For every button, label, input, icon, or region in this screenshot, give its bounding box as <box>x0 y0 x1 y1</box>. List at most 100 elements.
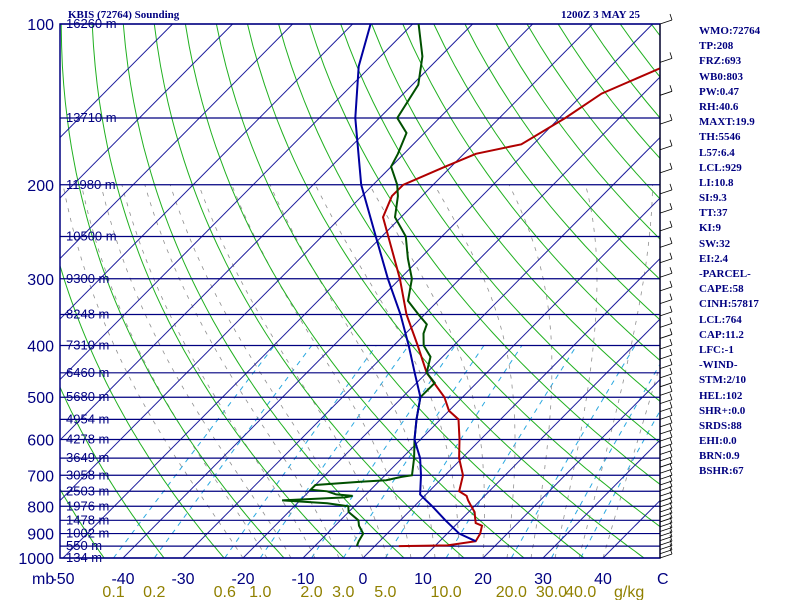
wind-barb-staff <box>659 422 673 428</box>
height-label: 2503 m <box>66 483 109 498</box>
index-item: EHI:0.0 <box>699 435 737 448</box>
wind-barb-flag <box>669 539 673 546</box>
wind-barb-flag <box>669 416 673 423</box>
wind-barb-flag <box>669 516 673 523</box>
sounding-datetime: 1200Z 3 MAY 25 <box>561 9 640 21</box>
index-item: CAP:11.2 <box>699 328 744 341</box>
wind-barb-staff <box>659 436 673 442</box>
index-item: CAPE:58 <box>699 283 744 296</box>
wind-barb-staff <box>659 286 673 292</box>
wind-barb-flag <box>669 183 673 190</box>
height-label: 1002 m <box>66 526 109 541</box>
isotherm-line <box>362 257 660 558</box>
wind-barb-staff <box>659 522 673 528</box>
parcel-curve <box>354 24 477 543</box>
wind-barb-flag <box>669 317 673 324</box>
wind-barb-staff <box>659 486 673 492</box>
wind-barb-staff <box>659 354 673 360</box>
pressure-tick-label: 300 <box>27 272 54 289</box>
wind-barb-staff <box>659 512 673 518</box>
wind-barb-staff <box>659 507 673 513</box>
mixing-ratio-tick-label: 10.0 <box>431 584 462 600</box>
wind-barb <box>659 516 673 528</box>
moist-adiabat-line <box>231 184 412 558</box>
isotherm-line <box>122 24 653 558</box>
moist-adiabat-line <box>434 184 516 558</box>
temperature-tick-label: -30 <box>171 571 194 588</box>
wind-barb-staff <box>659 399 673 405</box>
wind-barb-flag <box>669 162 673 169</box>
wind-barb-flag <box>669 385 673 392</box>
wind-barb-flag <box>669 202 673 210</box>
wind-barb-flag <box>669 280 673 287</box>
height-label: 13710 m <box>66 110 117 125</box>
isotherm-line <box>60 24 533 502</box>
wind-barb-staff <box>659 517 673 523</box>
wind-barb <box>659 376 673 388</box>
temperature-tick-label: 10 <box>414 571 432 588</box>
temperature-tick-label: 0 <box>359 571 368 588</box>
index-item: BSHR:67 <box>699 465 744 478</box>
wind-barb <box>659 317 673 328</box>
pressure-tick-label: 800 <box>27 499 54 516</box>
mixing-ratio-tick-label: 1.0 <box>249 584 271 600</box>
height-label: 4954 m <box>66 411 109 426</box>
index-item: HEL:102 <box>699 389 743 402</box>
isotherm-line <box>60 24 293 260</box>
wind-barb <box>659 237 673 248</box>
wind-barb-staff <box>659 502 673 508</box>
wind-barb-flag <box>669 437 673 445</box>
mixing-ratio-tick-label: 20.0 <box>496 584 527 600</box>
chart-title: KBIS (72764) Sounding <box>68 9 180 21</box>
wind-barb-flag <box>669 305 673 312</box>
wind-barb <box>659 539 673 550</box>
isotherms <box>60 24 660 558</box>
wind-barb-staff <box>659 456 673 462</box>
wind-barb <box>659 547 673 559</box>
isotherm-line <box>60 24 233 199</box>
isotherm-line <box>302 197 660 558</box>
temperature-tick-label: -50 <box>51 571 74 588</box>
index-item: -WIND- <box>699 359 738 372</box>
index-item: SHR+:0.0 <box>699 404 746 417</box>
sounding-curves <box>282 24 660 548</box>
wind-barb-staff <box>659 391 673 396</box>
wind-barb-staff <box>659 208 673 214</box>
dry-adiabat-line <box>776 24 800 558</box>
wind-barb-flag <box>669 338 673 346</box>
height-label: 8248 m <box>66 307 109 322</box>
wind-barb-staff <box>659 553 673 559</box>
wind-barb <box>659 358 673 370</box>
wind-barbs <box>659 13 673 559</box>
wind-barb-staff <box>659 258 673 264</box>
stability-indices-panel: WMO:72764 TP:208 FRZ:693 WB0:803 PW:0.47 RH:4… <box>699 24 760 480</box>
wind-barb <box>659 162 673 174</box>
wind-barb-staff <box>659 168 673 174</box>
plot-background <box>60 24 660 558</box>
wind-barb-staff <box>659 497 673 502</box>
index-item: MAXT:19.9 <box>699 116 755 129</box>
wind-barb-flag <box>669 376 673 383</box>
height-label: 550 m <box>66 538 102 553</box>
wind-barb <box>659 13 673 25</box>
wind-barb-staff <box>659 58 673 63</box>
pressure-tick-label: 200 <box>27 178 54 195</box>
wind-barb-flag <box>669 457 673 464</box>
wind-barb-staff <box>659 462 673 468</box>
wind-barb-staff <box>659 189 673 195</box>
index-item: PW:0.47 <box>699 85 740 98</box>
index-item: LI:10.8 <box>699 176 734 189</box>
wind-barb-staff <box>659 468 673 474</box>
index-item: RH:40.6 <box>699 100 739 113</box>
wind-barb <box>659 526 673 537</box>
height-label: 1976 m <box>66 498 109 513</box>
pressure-tick-label: 500 <box>27 390 54 407</box>
index-item: SRDS:88 <box>699 419 742 432</box>
wind-barb-flag <box>669 52 673 59</box>
wind-barb-flag <box>669 85 673 92</box>
wind-barb-flag <box>669 237 673 244</box>
wind-barb-staff <box>659 527 673 532</box>
index-item: TP:208 <box>699 40 734 53</box>
